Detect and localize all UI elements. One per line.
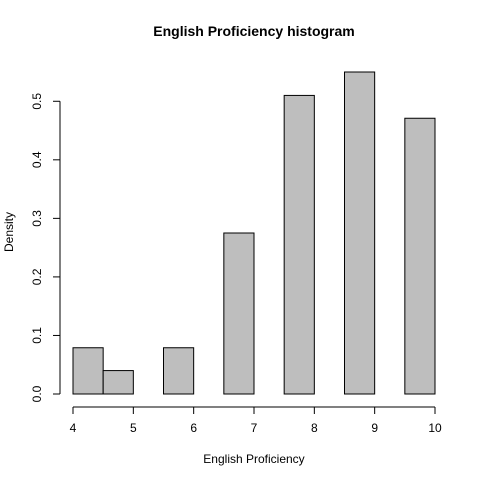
y-tick-label: 0.3 <box>30 210 44 227</box>
x-tick-label: 8 <box>311 421 318 435</box>
x-tick-label: 10 <box>428 421 442 435</box>
histogram-bar <box>404 117 436 395</box>
x-tick-label: 6 <box>190 421 197 435</box>
histogram-bar <box>344 71 376 395</box>
y-axis: 0.0 0.1 0.2 0.3 0.4 0.5 <box>30 93 61 402</box>
bars-group <box>72 71 436 395</box>
histogram-bar <box>163 347 195 395</box>
x-axis: 4 5 6 7 8 9 10 <box>70 406 442 435</box>
x-axis-label: English Proficiency <box>203 452 304 466</box>
histogram-bar <box>102 370 134 395</box>
y-tick-label: 0.4 <box>30 151 44 168</box>
y-tick-label: 0.0 <box>30 385 44 402</box>
chart-title: English Proficiency histogram <box>153 23 355 39</box>
y-tick-label: 0.2 <box>30 268 44 285</box>
y-tick-label: 0.1 <box>30 327 44 344</box>
histogram-bar <box>72 347 104 395</box>
y-tick-label: 0.5 <box>30 93 44 110</box>
histogram-bar <box>223 232 255 395</box>
x-tick-label: 9 <box>371 421 378 435</box>
histogram-bar <box>283 94 315 395</box>
x-tick-label: 5 <box>130 421 137 435</box>
x-tick-label: 4 <box>70 421 77 435</box>
y-axis-label: Density <box>2 212 16 252</box>
x-tick-label: 7 <box>251 421 258 435</box>
